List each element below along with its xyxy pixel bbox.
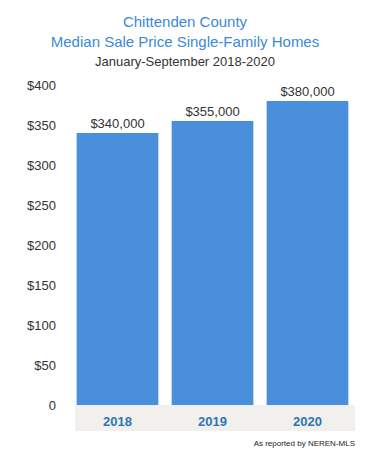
svg-text:2020: 2020 [293,414,322,429]
svg-text:$150: $150 [27,278,56,293]
svg-text:$350: $350 [27,118,56,133]
svg-text:$380,000: $380,000 [280,84,334,99]
svg-text:January-September 2018-2020: January-September 2018-2020 [95,54,275,69]
svg-text:$50: $50 [34,358,56,373]
svg-text:2019: 2019 [198,414,227,429]
svg-text:As reported by NEREN-MLS: As reported by NEREN-MLS [254,439,355,448]
svg-text:$200: $200 [27,238,56,253]
svg-text:$250: $250 [27,198,56,213]
svg-text:$355,000: $355,000 [185,104,239,119]
svg-text:$340,000: $340,000 [90,116,144,131]
svg-text:Median Sale Price Single-Famil: Median Sale Price Single-Family Homes [51,33,319,50]
svg-text:2018: 2018 [103,414,132,429]
svg-text:$300: $300 [27,158,56,173]
svg-text:0: 0 [49,398,56,413]
svg-text:Chittenden County: Chittenden County [123,13,248,30]
svg-text:$400: $400 [27,78,56,93]
svg-text:$100: $100 [27,318,56,333]
